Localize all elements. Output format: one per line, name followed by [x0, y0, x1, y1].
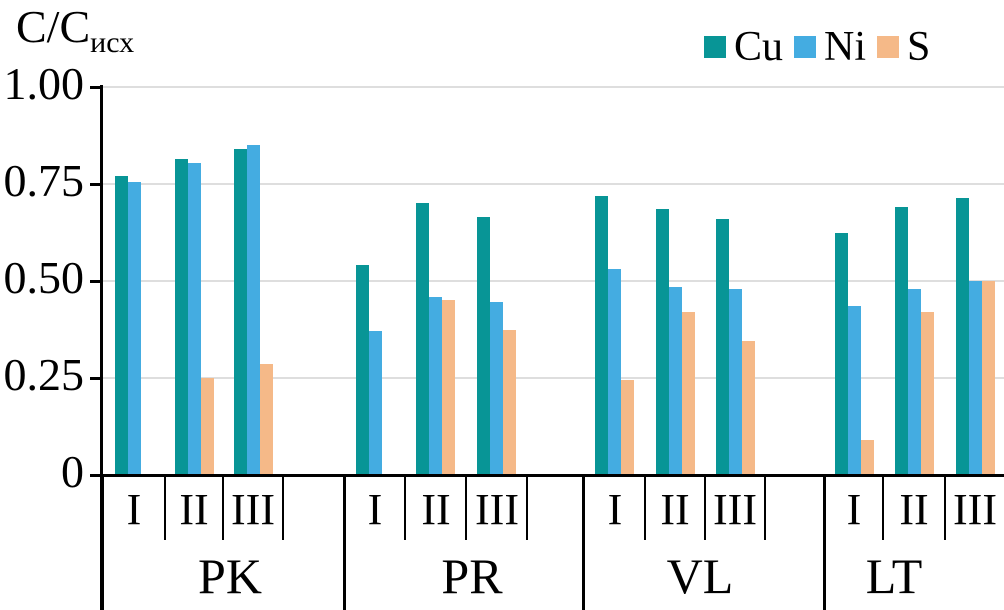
bar-s-lt-iii: [982, 281, 995, 475]
legend-item-ni: Ni: [794, 26, 866, 68]
x-grouplabel-pr: PR: [441, 548, 503, 604]
x-groupline-pr: [343, 476, 346, 610]
bar-ni-pr-ii: [429, 297, 442, 475]
legend-swatch-ni: [794, 36, 817, 58]
x-subtick-lt-1: [882, 476, 884, 540]
bar-cu-pr-i: [356, 265, 369, 475]
y-tick-label-0.75: 0.75: [3, 155, 85, 206]
bar-s-lt-i: [861, 440, 874, 475]
y-tick-label-1.00: 1.00: [3, 58, 85, 109]
legend-swatch-cu: [704, 36, 726, 58]
bar-cu-pk-ii: [175, 159, 188, 475]
x-subtick-pk-3: [282, 476, 284, 540]
gridline-0.50: [103, 280, 1004, 282]
bar-cu-pk-iii: [234, 149, 247, 475]
gridline-0.25: [103, 377, 1004, 379]
x-grouplabel-pk: PK: [198, 548, 262, 604]
bar-s-vl-i: [621, 380, 634, 475]
bar-ni-pk-i: [128, 182, 141, 475]
bar-ni-lt-iii: [969, 281, 982, 475]
x-groupline-lt: [823, 476, 826, 610]
x-sublabel-pk-iii: III: [231, 485, 275, 534]
bar-cu-vl-ii: [656, 209, 669, 475]
bar-s-vl-iii: [742, 341, 755, 475]
y-axis-line: [100, 85, 103, 610]
x-subtick-pr-2: [465, 476, 467, 540]
bar-s-vl-ii: [682, 312, 695, 475]
bar-s-pk-iii: [260, 364, 273, 475]
x-sublabel-vl-i: I: [607, 485, 623, 534]
legend-item-cu: Cu: [704, 26, 783, 68]
bar-s-lt-ii: [921, 312, 934, 475]
bar-ni-lt-i: [848, 306, 861, 475]
bar-cu-lt-ii: [895, 207, 908, 475]
x-subtick-vl-3: [764, 476, 766, 540]
x-grouplabel-lt: LT: [865, 548, 923, 604]
y-axis-title: С/Сисх: [16, 1, 134, 57]
y-tick-label-0: 0: [61, 446, 84, 497]
x-sublabel-vl-iii: III: [713, 485, 757, 534]
y-axis-title-sub: исх: [90, 26, 135, 60]
bar-cu-pr-iii: [477, 217, 490, 475]
bar-cu-pk-i: [115, 176, 128, 475]
x-subtick-pr-1: [404, 476, 406, 540]
y-tick-0.75: [90, 183, 103, 186]
legend-swatch-s: [877, 36, 900, 58]
x-subtick-pk-2: [222, 476, 224, 540]
x-sublabel-pr-ii: II: [421, 485, 451, 534]
x-axis-line: [90, 474, 1004, 477]
y-axis-title-main: С/С: [16, 1, 91, 52]
bar-ni-pk-iii: [247, 145, 260, 475]
x-subtick-vl-1: [644, 476, 646, 540]
x-sublabel-lt-ii: II: [899, 485, 929, 534]
legend-item-s: S: [877, 26, 930, 68]
x-grouplabel-vl: VL: [666, 548, 734, 604]
y-tick-label-0.25: 0.25: [3, 349, 85, 400]
bar-cu-lt-iii: [956, 198, 969, 475]
x-subtick-pr-3: [526, 476, 528, 540]
x-groupline-vl: [582, 476, 585, 610]
gridline-1.00: [103, 86, 1004, 88]
x-sublabel-pr-i: I: [367, 485, 383, 534]
bar-s-pr-iii: [503, 330, 516, 476]
x-subtick-pk-1: [164, 476, 166, 540]
y-tick-1.00: [90, 86, 103, 89]
bar-ni-pr-iii: [490, 302, 503, 475]
bar-ni-vl-iii: [729, 289, 742, 475]
bar-ni-vl-i: [608, 269, 621, 475]
bar-ni-lt-ii: [908, 289, 921, 475]
bar-s-pr-ii: [442, 300, 455, 475]
bar-cu-vl-i: [595, 196, 608, 475]
y-tick-0: [90, 474, 103, 477]
x-sublabel-pr-iii: III: [475, 485, 519, 534]
bar-s-pk-ii: [201, 378, 214, 475]
y-tick-label-0.50: 0.50: [3, 252, 85, 303]
bar-cu-pr-ii: [416, 203, 429, 475]
y-tick-0.25: [90, 377, 103, 380]
legend-label-s: S: [907, 24, 931, 70]
bar-ni-pk-ii: [188, 163, 201, 475]
bar-ni-vl-ii: [669, 287, 682, 475]
x-sublabel-pk-ii: II: [179, 485, 209, 534]
bar-cu-vl-iii: [716, 219, 729, 475]
legend-label-ni: Ni: [824, 24, 867, 70]
x-subtick-lt-2: [944, 476, 946, 540]
x-sublabel-lt-iii: III: [953, 485, 997, 534]
bar-cu-lt-i: [835, 233, 848, 476]
x-sublabel-pk-i: I: [126, 485, 142, 534]
x-sublabel-lt-i: I: [846, 485, 862, 534]
x-subtick-vl-2: [704, 476, 706, 540]
legend-label-cu: Cu: [734, 24, 784, 70]
y-tick-0.50: [90, 280, 103, 283]
legend: Cu Ni S: [704, 26, 930, 68]
bar-ni-pr-i: [369, 331, 382, 475]
gridline-0.75: [103, 183, 1004, 185]
x-sublabel-vl-ii: II: [660, 485, 690, 534]
